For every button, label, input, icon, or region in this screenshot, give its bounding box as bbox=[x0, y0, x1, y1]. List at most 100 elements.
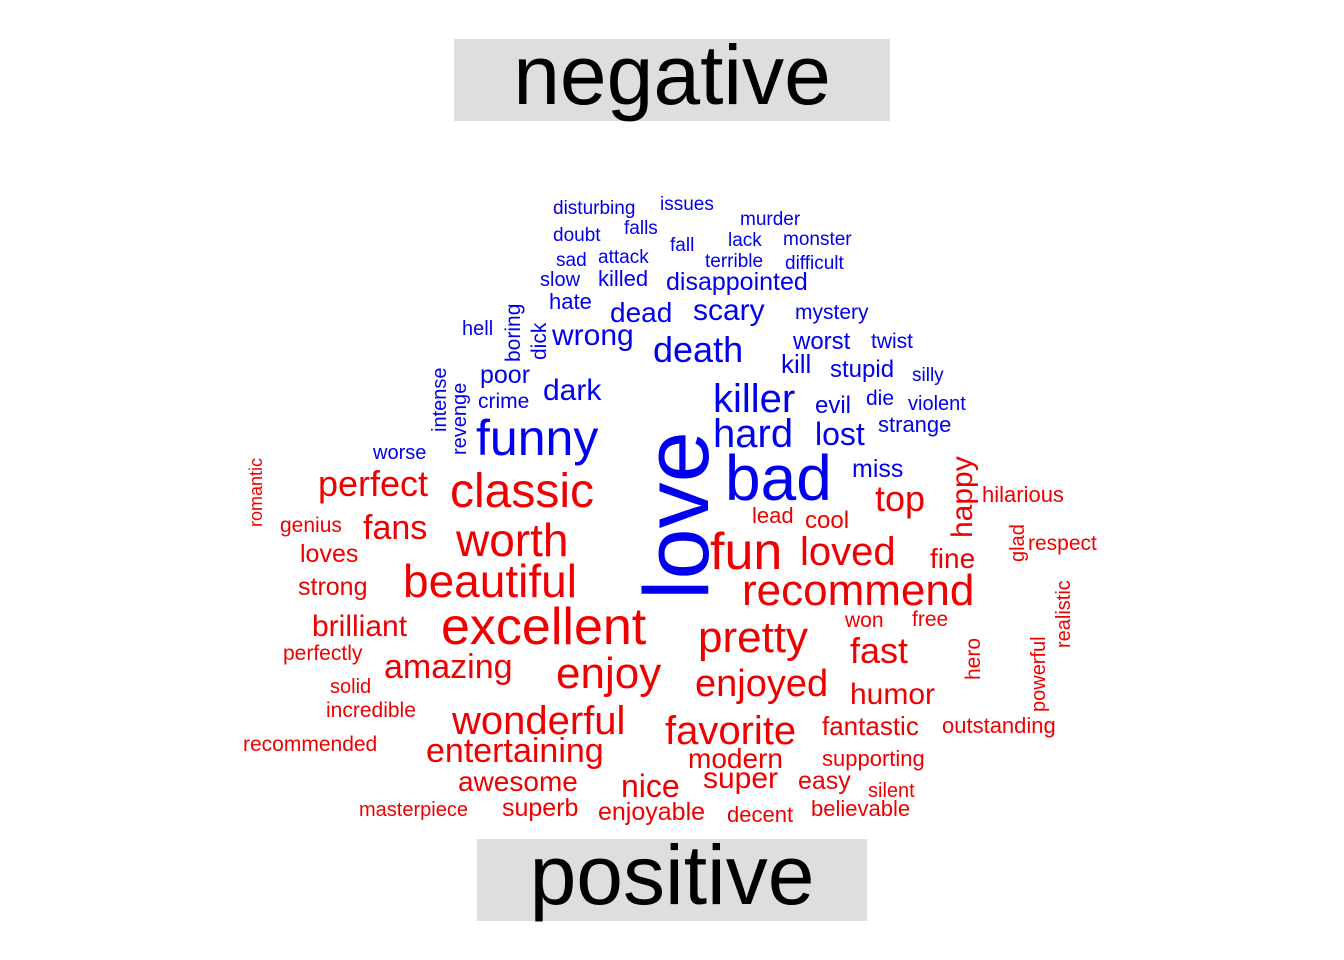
positive-word-enjoyable: enjoyable bbox=[598, 798, 705, 826]
positive-word-genius: genius bbox=[280, 514, 342, 537]
positive-word-beautiful: beautiful bbox=[403, 555, 577, 607]
negative-word-worse: worse bbox=[372, 442, 426, 464]
positive-word-glad: glad bbox=[1007, 524, 1029, 562]
positive-word-amazing: amazing bbox=[384, 648, 513, 686]
positive-word-incredible: incredible bbox=[326, 699, 416, 722]
negative-word-twist: twist bbox=[871, 330, 913, 353]
positive-word-respect: respect bbox=[1028, 532, 1097, 555]
negative-word-stupid: stupid bbox=[830, 356, 894, 383]
negative-word-monster: monster bbox=[783, 229, 852, 250]
negative-word-crime: crime bbox=[478, 390, 529, 413]
negative-word-bad: bad bbox=[725, 442, 832, 514]
positive-word-perfectly: perfectly bbox=[283, 642, 363, 665]
positive-word-recommend: recommend bbox=[742, 566, 974, 615]
negative-word-boring: boring bbox=[502, 304, 525, 362]
positive-word-loved: loved bbox=[800, 530, 896, 574]
positive-word-free: free bbox=[912, 608, 948, 631]
negative-word-poor: poor bbox=[480, 361, 530, 389]
positive-word-awesome: awesome bbox=[458, 766, 578, 797]
negative-word-intense: intense bbox=[429, 368, 451, 433]
positive-word-fine: fine bbox=[930, 543, 975, 574]
negative-word-hate: hate bbox=[549, 289, 592, 314]
positive-word-fantastic: fantastic bbox=[822, 711, 919, 741]
negative-word-funny: funny bbox=[476, 410, 598, 466]
negative-word-terrible: terrible bbox=[705, 251, 763, 272]
positive-word-recommended: recommended bbox=[243, 733, 377, 756]
positive-word-realistic: realistic bbox=[1053, 580, 1075, 648]
positive-word-entertaining: entertaining bbox=[426, 732, 604, 770]
negative-word-revenge: revenge bbox=[449, 383, 471, 455]
negative-word-hell: hell bbox=[462, 318, 493, 340]
negative-word-violent: violent bbox=[908, 393, 966, 415]
negative-word-strange: strange bbox=[878, 412, 951, 437]
positive-word-strong: strong bbox=[298, 573, 367, 601]
positive-word-outstanding: outstanding bbox=[942, 713, 1056, 738]
negative-word-issues: issues bbox=[660, 194, 714, 215]
negative-word-lack: lack bbox=[728, 230, 762, 251]
positive-word-worth: worth bbox=[455, 514, 568, 566]
positive-word-perfect: perfect bbox=[318, 463, 428, 504]
negative-word-killer: killer bbox=[713, 377, 795, 421]
negative-word-silly: silly bbox=[912, 365, 944, 386]
positive-word-fans: fans bbox=[363, 509, 427, 547]
positive-word-believable: believable bbox=[811, 796, 910, 821]
positive-word-decent: decent bbox=[727, 802, 793, 827]
positive-word-easy: easy bbox=[798, 767, 851, 795]
negative-word-kill: kill bbox=[781, 349, 811, 379]
negative-word-dead: dead bbox=[610, 297, 672, 328]
positive-word-hilarious: hilarious bbox=[982, 482, 1064, 507]
positive-word-excellent: excellent bbox=[441, 598, 647, 656]
positive-word-classic: classic bbox=[450, 465, 594, 518]
positive-word-nice: nice bbox=[621, 768, 680, 804]
negative-word-lost: lost bbox=[815, 416, 865, 452]
negative-word-scary: scary bbox=[693, 294, 765, 327]
negative-word-disappointed: disappointed bbox=[666, 268, 808, 296]
positive-word-superb: superb bbox=[502, 794, 578, 822]
positive-word-powerful: powerful bbox=[1028, 636, 1050, 712]
negative-word-difficult: difficult bbox=[785, 253, 845, 274]
negative-word-doubt: doubt bbox=[553, 225, 601, 246]
negative-word-disturbing: disturbing bbox=[553, 198, 635, 219]
positive-word-enjoy: enjoy bbox=[556, 649, 661, 698]
positive-word-romantic: romantic bbox=[246, 458, 266, 527]
negative-word-sad: sad bbox=[556, 250, 587, 271]
positive-word-enjoyed: enjoyed bbox=[695, 663, 828, 705]
positive-word-modern: modern bbox=[688, 743, 783, 774]
positive-word-won: won bbox=[844, 609, 884, 632]
positive-word-top: top bbox=[875, 478, 925, 519]
positive-word-fast: fast bbox=[850, 630, 908, 671]
negative-word-wrong: wrong bbox=[551, 319, 634, 352]
positive-word-solid: solid bbox=[330, 676, 371, 698]
positive-word-humor: humor bbox=[850, 678, 935, 711]
negative-word-love: love bbox=[626, 431, 728, 600]
positive-header: positive bbox=[477, 833, 867, 921]
negative-word-dark: dark bbox=[543, 374, 602, 407]
positive-word-loves: loves bbox=[300, 540, 358, 568]
negative-word-slow: slow bbox=[540, 269, 581, 291]
positive-word-masterpiece: masterpiece bbox=[359, 799, 468, 821]
negative-word-murder: murder bbox=[740, 209, 801, 230]
positive-word-supporting: supporting bbox=[822, 746, 925, 771]
negative-word-death: death bbox=[653, 329, 743, 370]
positive-word-fun: fun bbox=[710, 523, 782, 581]
positive-word-super: super bbox=[703, 762, 778, 795]
positive-word-hero: hero bbox=[962, 638, 985, 680]
negative-word-falls: falls bbox=[624, 218, 658, 239]
positive-word-wonderful: wonderful bbox=[451, 699, 625, 743]
negative-word-dick: dick bbox=[528, 322, 551, 360]
negative-word-fall: fall bbox=[670, 235, 694, 256]
negative-word-hard: hard bbox=[713, 412, 793, 456]
positive-word-happy: happy bbox=[946, 456, 979, 538]
negative-header-label: negative bbox=[513, 28, 831, 122]
positive-word-silent: silent bbox=[868, 780, 915, 802]
negative-word-killed: killed bbox=[598, 266, 648, 291]
negative-word-evil: evil bbox=[815, 392, 851, 419]
positive-header-label: positive bbox=[529, 828, 815, 922]
negative-word-mystery: mystery bbox=[795, 301, 869, 324]
negative-header: negative bbox=[454, 33, 890, 121]
positive-word-lead: lead bbox=[752, 503, 794, 528]
positive-word-pretty: pretty bbox=[698, 613, 808, 662]
negative-word-worst: worst bbox=[792, 328, 851, 355]
positive-word-cool: cool bbox=[805, 507, 849, 534]
negative-word-miss: miss bbox=[852, 455, 903, 483]
